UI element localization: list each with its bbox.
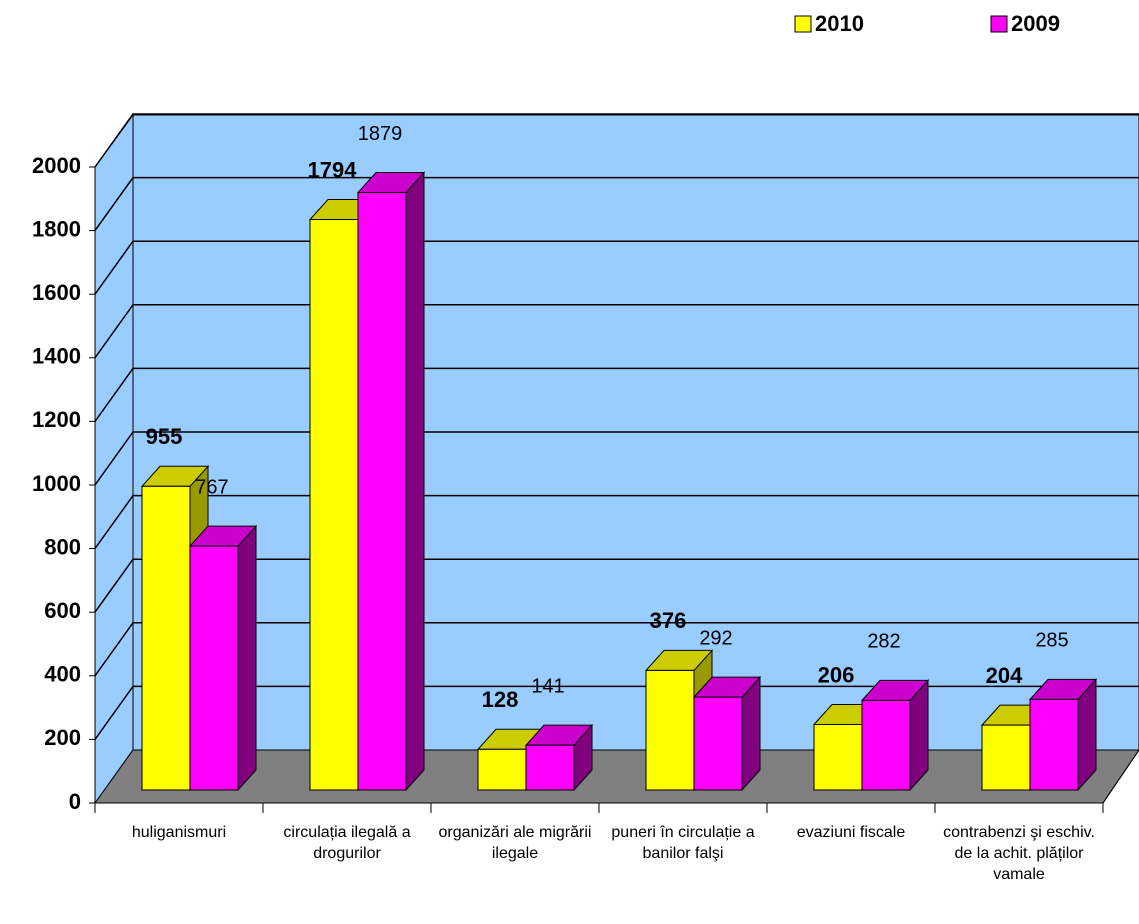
value-label: 128 [482, 687, 519, 712]
bar [357, 191, 407, 791]
legend-swatch [990, 15, 1008, 33]
y-tick-label: 0 [69, 789, 81, 814]
value-label: 955 [146, 424, 183, 449]
bar [693, 696, 743, 791]
x-tick-label: circulația ilegală a drogurilor [283, 824, 411, 862]
bar [309, 219, 359, 791]
value-label: 141 [531, 675, 564, 697]
legend-label: 2010 [815, 11, 864, 36]
value-label: 767 [195, 476, 228, 498]
grid-line [94, 622, 1139, 677]
grid-line [94, 558, 1139, 613]
grid-line [94, 494, 1139, 550]
value-label: 204 [986, 663, 1023, 688]
bar [813, 723, 863, 791]
grid-line [94, 240, 1139, 295]
x-tick-label: contrabenzi şi eschiv. de la achit. plăț… [943, 824, 1095, 883]
x-tick-label: evaziuni fiscale [796, 824, 906, 841]
y-tick-label: 1000 [32, 471, 81, 496]
y-tick-label: 1800 [32, 216, 81, 241]
value-label: 376 [650, 608, 687, 633]
floor-edge [1102, 749, 1139, 804]
x-tick-label: puneri în circulație a banilor falşi [611, 824, 755, 862]
y-tick-label: 2000 [32, 153, 81, 178]
bar [645, 669, 695, 791]
value-label: 206 [818, 662, 855, 687]
grid-line [94, 304, 1139, 359]
bar [189, 545, 239, 791]
grid-line [94, 685, 1139, 740]
grid-line [94, 367, 1139, 422]
bar-side [237, 524, 257, 792]
grid-line [94, 431, 1139, 486]
value-label: 282 [867, 631, 900, 653]
bar [477, 748, 527, 791]
y-tick-label: 1200 [32, 407, 81, 432]
grid-line [94, 176, 1139, 232]
value-label: 292 [699, 627, 732, 649]
bar [861, 699, 911, 791]
value-label: 285 [1035, 630, 1068, 652]
value-label: 1794 [308, 157, 358, 182]
y-tick-label: 600 [44, 598, 81, 623]
value-label: 1879 [358, 123, 403, 145]
y-tick-label: 800 [44, 534, 81, 559]
bar [1029, 698, 1079, 791]
x-tick-label: organizări ale migrării ilegale [438, 824, 592, 862]
bar-side [405, 171, 425, 792]
legend-label: 2009 [1011, 11, 1060, 36]
x-tick-label: huliganismuri [131, 824, 227, 841]
grid-line [94, 113, 1139, 168]
legend-swatch [794, 15, 812, 33]
y-tick-label: 1600 [32, 280, 81, 305]
y-tick-label: 1400 [32, 344, 81, 369]
bar [981, 724, 1031, 791]
bar [141, 485, 191, 791]
y-tick-label: 200 [44, 725, 81, 750]
y-tick-label: 400 [44, 662, 81, 687]
bar [525, 744, 575, 791]
